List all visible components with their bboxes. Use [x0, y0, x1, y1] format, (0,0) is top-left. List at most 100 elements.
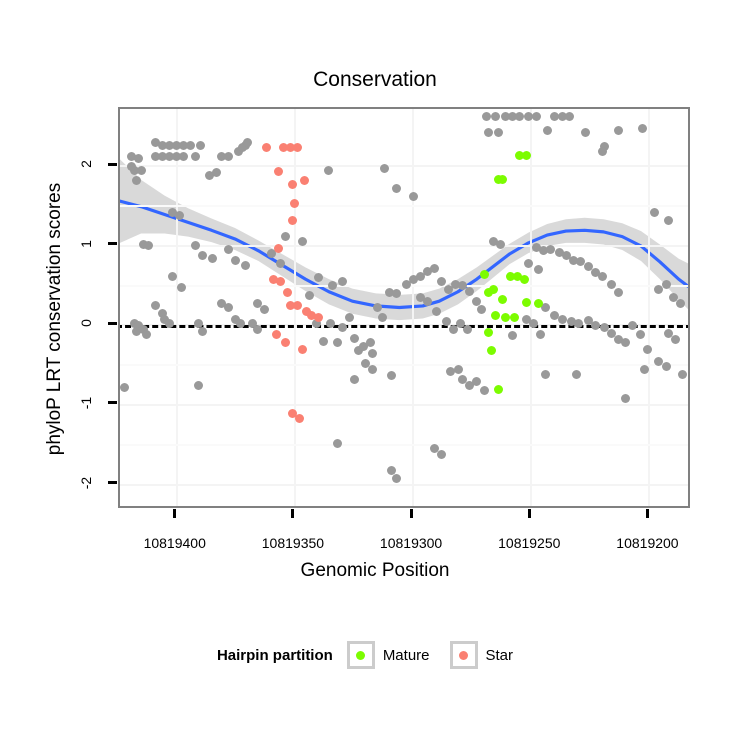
data-point-other	[231, 314, 241, 324]
y-axis-tick	[108, 242, 117, 246]
data-point-other	[344, 312, 354, 322]
data-point-other	[531, 242, 541, 252]
data-point-star	[288, 409, 298, 419]
data-point-other	[368, 348, 378, 358]
data-point-other	[583, 262, 593, 272]
data-point-star	[295, 414, 305, 423]
data-point-star	[273, 166, 283, 176]
data-point-other	[550, 112, 560, 122]
data-point-other	[193, 319, 203, 329]
data-point-other	[167, 207, 177, 217]
data-point-other	[550, 311, 560, 321]
data-point-other	[621, 394, 631, 404]
legend-label-mature: Mature	[382, 646, 430, 664]
data-point-other	[311, 318, 321, 328]
data-point-other	[571, 370, 581, 380]
y-axis-tick	[108, 401, 117, 405]
data-point-other	[514, 112, 524, 122]
data-point-other	[429, 263, 439, 273]
data-point-other	[373, 302, 383, 312]
data-point-other	[337, 277, 347, 287]
data-point-other	[422, 266, 432, 276]
legend-title: Hairpin partition	[216, 646, 333, 664]
data-point-other	[198, 250, 208, 260]
legend-item-star[interactable]: Star	[449, 641, 528, 669]
data-point-other	[280, 231, 290, 241]
data-point-star	[283, 287, 293, 297]
data-point-other	[167, 271, 177, 281]
data-point-other	[193, 381, 203, 391]
y-axis-tick-label: 2	[78, 160, 94, 169]
data-point-other	[607, 328, 617, 338]
data-point-other	[141, 330, 151, 340]
data-point-other	[224, 245, 234, 255]
data-point-other	[392, 289, 402, 299]
data-point-other	[654, 356, 664, 366]
data-point-other	[491, 112, 501, 122]
data-point-other	[231, 255, 241, 265]
data-point-other	[150, 152, 160, 162]
data-point-other	[590, 268, 600, 278]
y-axis-title: phyloP LRT conservation scores	[44, 182, 65, 456]
x-axis-tick	[409, 509, 413, 518]
legend-dot-star-icon	[459, 650, 468, 660]
data-point-other	[675, 298, 685, 308]
data-point-other	[236, 319, 246, 329]
data-point-other	[670, 335, 680, 345]
gridline-vertical	[175, 109, 178, 506]
x-axis-tick-label: 10819250	[498, 535, 561, 551]
data-point-other	[224, 152, 234, 162]
data-point-other	[174, 211, 184, 221]
data-point-other	[562, 250, 572, 260]
data-point-other	[392, 184, 402, 194]
data-point-other	[186, 141, 196, 151]
data-point-star	[285, 301, 295, 311]
data-point-other	[522, 314, 532, 324]
data-point-other	[358, 341, 368, 351]
x-axis-tick	[527, 509, 531, 518]
data-point-other	[661, 362, 671, 372]
x-axis-tick-label: 10819200	[616, 535, 679, 551]
data-point-other	[458, 375, 468, 385]
data-point-other	[455, 319, 465, 329]
data-point-mature	[484, 328, 494, 338]
data-point-other	[614, 335, 624, 345]
data-point-other	[642, 344, 652, 354]
y-axis-tick-label: -2	[78, 476, 94, 489]
data-point-other	[453, 364, 463, 374]
gridline-vertical	[412, 109, 415, 506]
data-point-other	[479, 386, 489, 396]
data-point-other	[337, 322, 347, 332]
data-point-other	[451, 279, 461, 289]
data-point-other	[484, 128, 494, 138]
data-point-star	[297, 344, 307, 354]
legend-item-mature[interactable]: Mature	[346, 641, 444, 669]
data-point-other	[150, 301, 160, 311]
y-axis-tick-label: -1	[78, 396, 94, 410]
data-point-other	[557, 112, 567, 122]
data-point-other	[323, 165, 333, 175]
data-point-other	[366, 338, 376, 348]
data-point-other	[132, 176, 142, 186]
data-point-mature	[488, 285, 498, 295]
data-point-other	[129, 165, 139, 175]
data-point-other	[566, 316, 576, 326]
data-point-mature	[522, 297, 532, 307]
data-point-other	[150, 137, 160, 147]
data-point-other	[314, 273, 324, 283]
data-point-other	[134, 153, 144, 163]
zero-reference-line	[120, 325, 688, 329]
legend-label-star: Star	[485, 646, 514, 664]
data-point-other	[481, 112, 491, 122]
data-point-star	[280, 338, 290, 348]
data-point-star	[278, 142, 288, 152]
data-point-other	[538, 246, 548, 256]
data-point-other	[600, 141, 610, 151]
x-axis-tick-label: 10819300	[379, 535, 443, 551]
data-point-other	[377, 312, 387, 322]
data-point-star	[299, 176, 309, 186]
data-point-other	[574, 319, 584, 329]
data-point-star	[302, 307, 312, 317]
gridline-horizontal-minor	[120, 364, 688, 367]
data-point-other	[408, 274, 418, 284]
